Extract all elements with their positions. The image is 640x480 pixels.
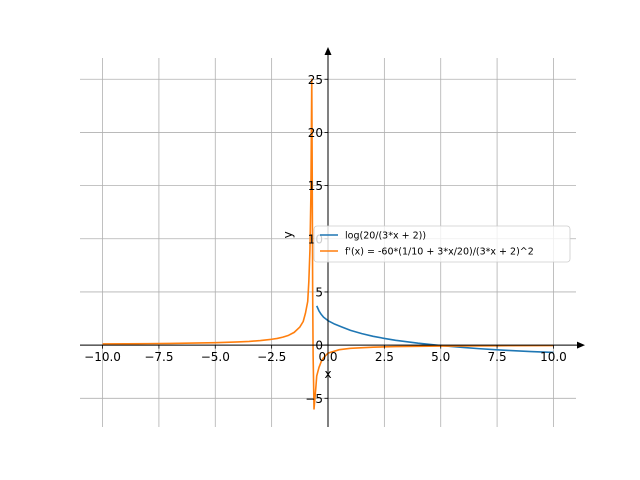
series-lines [102, 78, 554, 410]
y-tick-label: 0 [315, 339, 323, 353]
x-tick-label: 2.5 [375, 350, 394, 364]
y-axis-arrow-icon [324, 47, 332, 55]
legend: log(20/(3*x + 2)) f'(x) = -60*(1/10 + 3*x… [313, 225, 571, 263]
legend-box [313, 225, 571, 263]
x-tick-label: 0.0 [318, 350, 337, 364]
x-axis-arrow-icon [577, 341, 585, 349]
y-tick-label: −5 [305, 392, 323, 406]
x-tick-label: −2.5 [257, 350, 286, 364]
x-axis-label: x [324, 367, 331, 381]
y-tick-label: 25 [308, 73, 323, 87]
y-tick-label: 5 [315, 285, 323, 299]
y-tick-label: 15 [308, 179, 323, 193]
legend-label-2: f'(x) = -60*(1/10 + 3*x/20)/(3*x + 2)^2 [345, 247, 534, 258]
y-axis-label: y [281, 231, 295, 238]
x-tick-label: 7.5 [488, 350, 507, 364]
series-line-2 [102, 78, 554, 410]
x-tick-label: 10.0 [540, 350, 567, 364]
series-line-1 [316, 305, 554, 354]
x-tick-label: −7.5 [144, 350, 173, 364]
y-tick-label: 20 [308, 126, 323, 140]
ticks: −10.0−7.5−5.0−2.50.02.55.07.510.0−505101… [84, 73, 567, 406]
x-tick-label: −10.0 [84, 350, 121, 364]
x-tick-label: 5.0 [431, 350, 450, 364]
x-tick-label: −5.0 [201, 350, 230, 364]
legend-label-1: log(20/(3*x + 2)) [345, 231, 426, 242]
